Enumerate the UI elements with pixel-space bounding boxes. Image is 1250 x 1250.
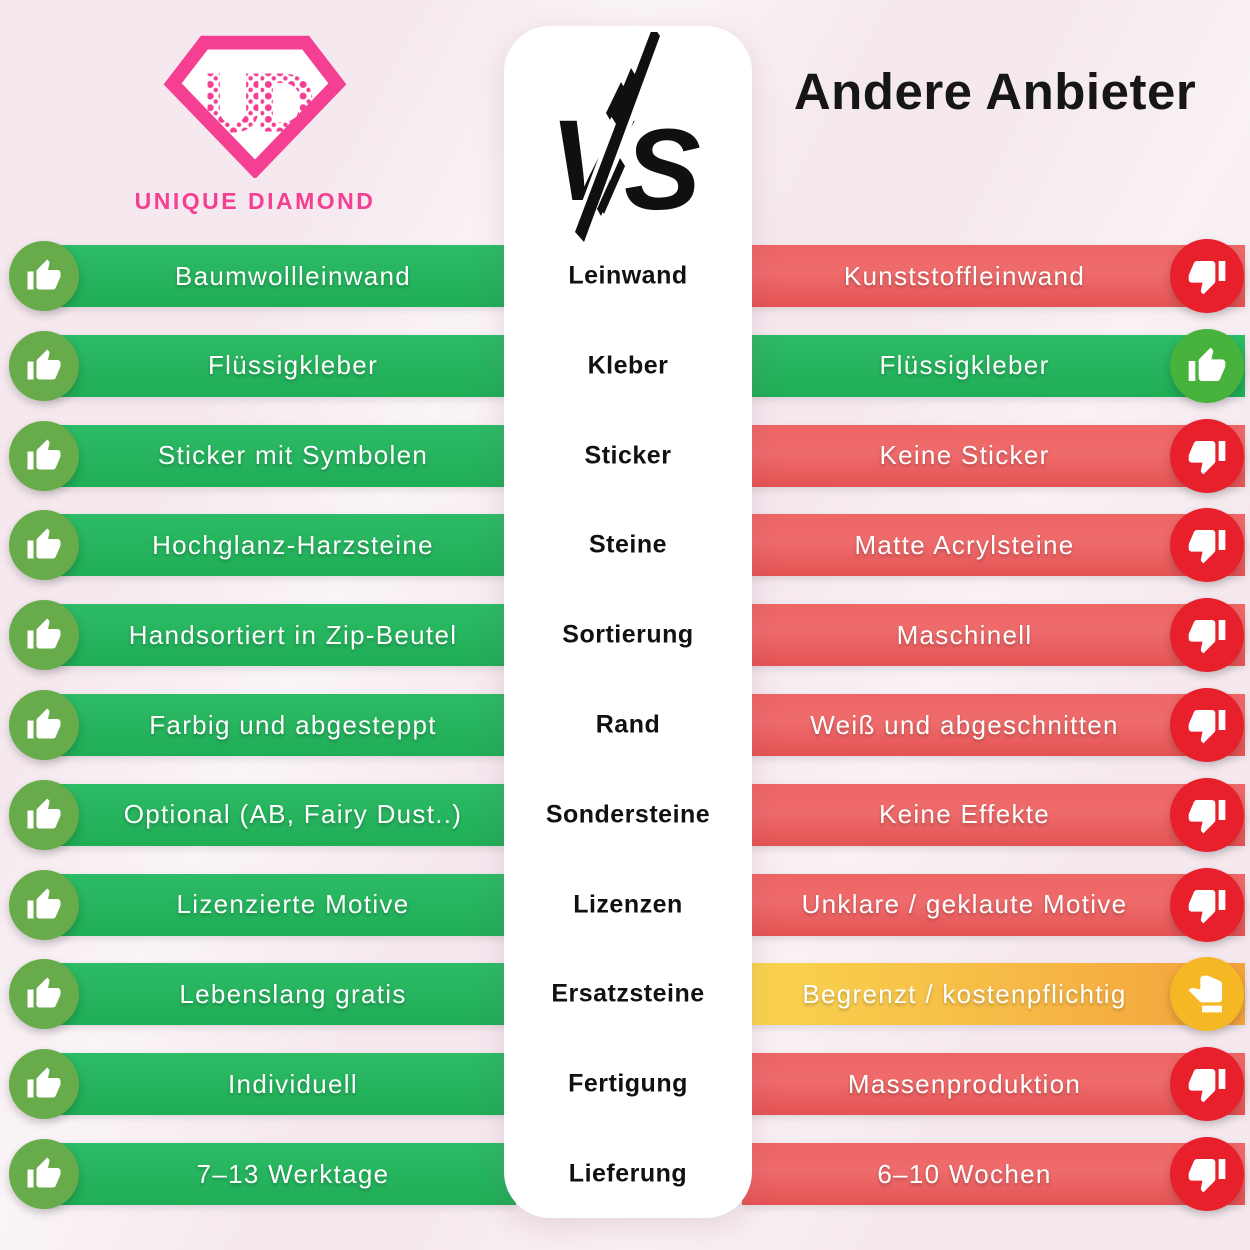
right-verdict-badge [1170,239,1244,313]
left-feature-text: 7–13 Werktage [196,1158,390,1189]
right-verdict-badge [1170,598,1244,673]
category-label: Sondersteine [545,800,711,829]
left-verdict-badge [9,690,79,760]
right-feature-text: Maschinell [896,619,1033,650]
left-feature-text: Handsortiert in Zip-Beutel [128,619,458,650]
left-feature-text: Lizenzierte Motive [176,889,410,920]
left-feature-text: Hochglanz-Harzsteine [152,529,434,560]
left-verdict-badge [9,241,79,311]
left-verdict-badge [9,959,79,1030]
thumbs-down-icon [1188,1159,1226,1193]
thumbs-up-icon [27,259,61,290]
left-feature-bar: Lizenzierte Motive [40,873,516,936]
category-label: Sticker [584,441,672,470]
category-label: Lieferung [568,1159,688,1188]
thumbs-up-icon [27,798,61,829]
left-feature-text: Sticker mit Symbolen [157,440,429,471]
left-verdict-badge [9,510,79,581]
right-feature-text: Massenproduktion [847,1068,1082,1099]
thumbs-up-icon [27,618,61,649]
right-verdict-badge [1170,957,1244,1032]
right-feature-text: Keine Effekte [878,799,1051,830]
brand-name: UNIQUE DIAMOND [134,188,376,214]
category-label: Leinwand [568,261,688,290]
left-verdict-badge [9,1139,79,1209]
thumbs-up-icon [27,528,61,559]
right-verdict-badge [1170,777,1244,852]
right-feature-text: Weiß und abgeschnitten [810,709,1119,740]
right-feature-text: Unklare / geklaute Motive [801,889,1128,920]
left-feature-text: Farbig und abgesteppt [149,709,437,740]
thumbs-down-icon [1188,710,1226,744]
left-feature-bar: Handsortiert in Zip-Beutel [40,604,516,667]
right-verdict-badge [1170,1047,1244,1122]
brand-logo: UD [160,34,350,183]
thumbs-down-icon [1188,261,1226,295]
left-feature-text: Lebenslang gratis [179,978,407,1009]
left-feature-bar: Hochglanz-Harzsteine [40,514,516,577]
right-feature-text: Matte Acrylsteine [854,529,1075,560]
left-feature-text: Baumwollleinwand [174,260,412,291]
vs-logo: V S [528,26,728,249]
thumbs-up-icon [27,439,61,470]
left-verdict-badge [9,600,79,671]
thumbs-down-icon [1188,799,1226,834]
category-label: Rand [595,710,661,739]
right-verdict-badge [1170,1137,1244,1211]
right-verdict-badge [1170,328,1244,403]
category-label: Kleber [587,351,669,380]
thumbs-up-icon [27,1157,61,1188]
category-label: Fertigung [568,1069,688,1098]
vs-letter-s: S [624,106,701,234]
right-verdict-badge [1170,688,1244,762]
left-verdict-badge [9,779,79,850]
left-feature-bar: Baumwollleinwand [40,245,516,307]
left-feature-text: Optional (AB, Fairy Dust..) [123,799,463,830]
left-feature-bar: Flüssigkleber [40,334,516,397]
left-feature-bar: Farbig und abgesteppt [40,694,516,756]
thumbs-up-icon [27,349,61,380]
category-label: Ersatzsteine [551,979,705,1008]
thumbs-down-icon [1188,1069,1226,1103]
right-feature-text: 6–10 Wochen [877,1158,1052,1189]
right-verdict-badge [1170,867,1244,942]
right-feature-text: Begrenzt / kostenpflichtig [802,978,1127,1009]
thumbs-down-icon [1188,889,1226,923]
left-verdict-badge [9,1049,79,1120]
thumbs-up-icon [1188,347,1226,381]
left-feature-bar: Sticker mit Symbolen [40,424,516,487]
right-verdict-badge [1170,418,1244,493]
diamond-logo-icon: UD [163,35,347,180]
thumbs-down-icon [1188,530,1226,564]
right-feature-text: Keine Sticker [879,440,1050,471]
thumb-sideways-icon [1188,976,1222,1013]
left-feature-bar: Individuell [40,1053,516,1116]
category-label: Sortierung [562,620,694,649]
left-feature-bar: Optional (AB, Fairy Dust..) [40,783,516,846]
left-feature-bar: 7–13 Werktage [40,1143,516,1205]
right-verdict-badge [1170,508,1244,583]
vs-logo-icon: V S [550,26,701,242]
right-feature-text: Kunststoffleinwand [843,260,1086,291]
thumbs-up-icon [27,708,61,739]
category-label: Steine [588,530,668,559]
category-label: Lizenzen [573,890,683,919]
left-verdict-badge [9,420,79,491]
left-feature-bar: Lebenslang gratis [40,963,516,1026]
left-feature-text: Individuell [228,1068,358,1099]
thumbs-up-icon [27,977,61,1008]
left-feature-text: Flüssigkleber [207,350,379,381]
thumbs-up-icon [27,1067,61,1098]
brand-monogram: UD [202,55,313,149]
right-feature-text: Flüssigkleber [879,350,1050,381]
thumbs-down-icon [1188,440,1226,474]
competitor-title: Andere Anbieter [793,63,1197,120]
left-verdict-badge [9,869,79,940]
thumbs-down-icon [1188,620,1226,654]
left-verdict-badge [9,330,79,401]
thumbs-up-icon [27,888,61,919]
